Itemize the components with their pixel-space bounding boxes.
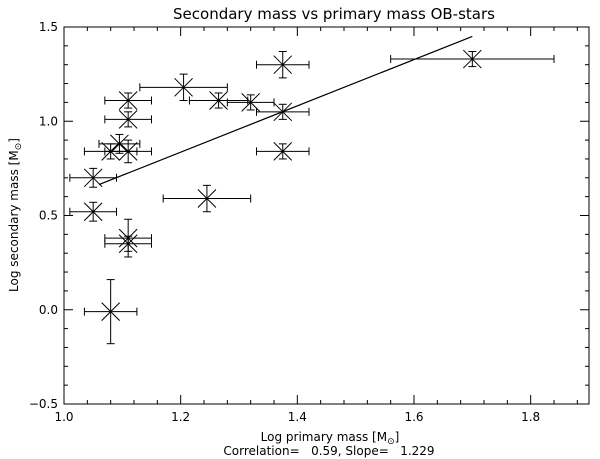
marker-stroke: [118, 142, 138, 161]
data-points: [69, 49, 555, 345]
y-axis-ticks: −0.5 0.0 0.5 1.0 1.5: [29, 20, 589, 411]
marker-stroke: [273, 55, 293, 75]
marker-stroke: [197, 189, 217, 208]
x-axis-ticks: 1.0 1.2 1.4 1.6 1.8: [54, 27, 578, 424]
marker-stroke: [209, 91, 228, 110]
marker-stroke: [118, 110, 138, 129]
y-tick-label: 0.5: [39, 209, 58, 223]
data-point: [98, 133, 141, 154]
data-point: [256, 142, 310, 161]
y-tick-label: −0.5: [29, 397, 58, 411]
marker-stroke: [273, 142, 293, 161]
data-point: [139, 73, 228, 102]
x-tick-label: 1.6: [404, 410, 423, 424]
data-point: [390, 49, 555, 69]
data-point: [83, 279, 138, 345]
marker-stroke: [174, 77, 193, 97]
y-axis-label-sun: ⊙: [14, 143, 24, 151]
x-axis-label-sun: ⊙: [387, 437, 395, 447]
data-point: [69, 167, 117, 188]
marker-stroke: [101, 302, 121, 321]
correlation-slope-footer: Correlation= 0.59, Slope= 1.229: [223, 444, 434, 458]
chart-title: Secondary mass vs primary mass OB-stars: [173, 5, 495, 23]
regression-line-group: [98, 35, 473, 186]
x-tick-label: 1.2: [171, 410, 190, 424]
data-point: [162, 184, 252, 213]
marker-stroke: [118, 234, 138, 254]
regression-line: [98, 35, 473, 186]
marker-stroke: [118, 91, 138, 110]
data-point: [104, 91, 152, 110]
marker-stroke: [83, 168, 103, 188]
x-tick-label: 1.4: [288, 410, 307, 424]
marker-stroke: [83, 202, 103, 222]
marker-stroke: [462, 49, 482, 69]
y-tick-label: 0.0: [39, 303, 58, 317]
data-point: [104, 110, 152, 129]
x-tick-label: 1.0: [54, 410, 73, 424]
marker-stroke: [110, 134, 129, 154]
y-axis-label-close: ]: [7, 138, 21, 143]
data-point: [256, 51, 310, 79]
marker-stroke: [241, 93, 261, 112]
x-axis-label-close: ]: [395, 430, 400, 444]
y-axis-label: Log secondary mass [M⊙]: [7, 138, 24, 292]
data-point: [226, 93, 275, 112]
data-point: [104, 139, 152, 164]
y-tick-label: 1.0: [39, 114, 58, 128]
y-tick-label: 1.5: [39, 20, 58, 34]
x-tick-label: 1.8: [521, 410, 540, 424]
data-point: [188, 91, 249, 110]
x-axis-label: Log primary mass [M⊙]: [261, 430, 400, 447]
data-point: [69, 201, 117, 222]
data-point: [104, 234, 152, 254]
plot-frame: [63, 26, 590, 405]
